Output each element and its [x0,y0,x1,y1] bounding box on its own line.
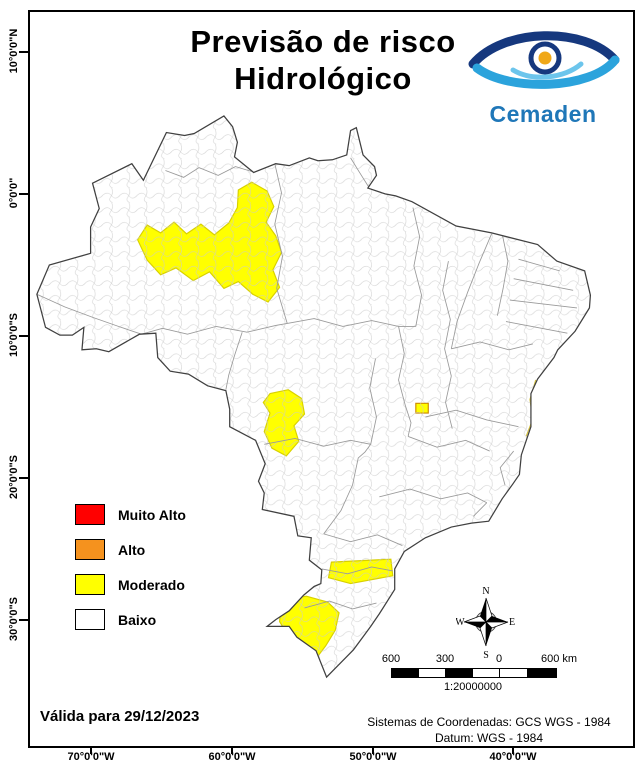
cemaden-logo: Cemaden [459,20,627,128]
compass-w-label: W [456,617,465,628]
scale-segment [528,669,556,677]
scale-ratio: 1:20000000 [443,681,503,693]
state-boundaries [36,157,578,610]
legend-label-muito-alto: Muito Alto [118,506,186,523]
legend: Muito Alto Alto Moderado Baixo [73,502,192,646]
title-line-2: Hidrológico [234,60,412,96]
coordinate-system-line2: Datum: WGS - 1984 [434,731,544,746]
scale-label-600-km: 600 km [540,653,578,665]
cemaden-logo-text: Cemaden [489,101,597,127]
tick-lon-50w [372,746,374,754]
lon-label-50w: 50°0'0"W [349,751,397,763]
tick-lon-70w [90,746,92,754]
legend-swatch-muito-alto [75,504,105,525]
lon-label-70w: 70°0'0"W [67,751,115,763]
tick-lat-10n [19,51,28,53]
tick-lat-20s [19,477,28,479]
brazil-country-outline [36,115,592,679]
legend-label-baixo: Baixo [118,611,157,628]
scale-label-600-left: 600 [381,653,401,665]
municipality-boundaries [36,115,591,678]
coordinate-system-line1: Sistemas de Coordenadas: GCS WGS - 1984 [367,715,611,729]
title-line-1: Previsão de risco [190,24,456,59]
scale-label-300: 300 [435,653,455,665]
compass-rose-icon: N S E W [456,586,515,660]
compass-e-label: E [509,617,515,628]
brazil-map [36,115,592,679]
frame-content: Previsão de risco Hidrológico Cemaden [28,10,631,745]
page-title: Previsão de risco Hidrológico [143,24,503,97]
lon-label-60w: 60°0'0"W [208,751,256,763]
tick-lat-0 [19,193,28,195]
scale-segment [392,669,419,677]
legend-row-muito-alto: Muito Alto [75,504,186,525]
cemaden-eye-icon [468,31,620,89]
compass-s-label: S [483,650,489,660]
legend-label-alto: Alto [118,541,146,558]
compass-n-label: N [482,586,489,597]
legend-row-moderado: Moderado [75,574,186,595]
legend-swatch-moderado [75,574,105,595]
legend-row-baixo: Baixo [75,609,186,630]
scale-segment [473,669,500,677]
scale-bar: 600 300 0 600 km 1:20000000 [382,653,599,701]
lon-label-40w: 40°0'0"W [489,751,537,763]
scale-segment [419,669,446,677]
scale-bar-segments [391,668,557,678]
legend-label-moderado: Moderado [118,576,185,593]
scale-segment [446,669,473,677]
tick-lat-30s [19,619,28,621]
tick-lon-40w [512,746,514,754]
legend-row-alto: Alto [75,539,186,560]
coordinate-system-note: Sistemas de Coordenadas: GCS WGS - 1984 … [323,714,643,746]
validity-date: Válida para 29/12/2023 [40,708,200,725]
legend-swatch-baixo [75,609,105,630]
tick-lon-60w [231,746,233,754]
legend-swatch-alto [75,539,105,560]
scale-segment [500,669,528,677]
tick-lat-10s [19,335,28,337]
scale-label-0: 0 [495,653,503,665]
